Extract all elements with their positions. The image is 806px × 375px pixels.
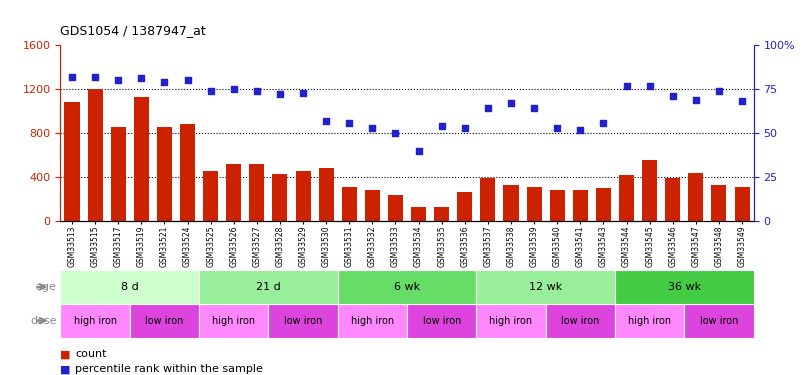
Bar (642, 160, 657, 221)
Point (481, 105, 494, 111)
Bar (157, 126, 172, 221)
Point (643, 82, 656, 88)
Text: high iron: high iron (628, 316, 671, 326)
Bar (734, 187, 750, 221)
Bar (665, 178, 680, 221)
Text: 21 d: 21 d (256, 282, 280, 292)
Text: low iron: low iron (284, 316, 322, 326)
Point (251, 88, 264, 94)
Bar (688, 173, 704, 221)
Bar (619, 175, 634, 221)
Bar (338, 304, 407, 338)
Text: high iron: high iron (351, 316, 394, 326)
Point (366, 125, 379, 131)
Point (713, 88, 725, 94)
Point (459, 125, 472, 131)
Bar (615, 270, 754, 304)
Point (389, 130, 402, 136)
Bar (504, 185, 518, 221)
Text: low iron: low iron (561, 316, 600, 326)
Text: ■: ■ (60, 350, 74, 359)
Bar (434, 207, 449, 221)
Bar (407, 304, 476, 338)
Bar (134, 97, 149, 221)
Bar (318, 168, 334, 221)
Bar (60, 270, 199, 304)
Point (550, 125, 563, 131)
Text: 6 wk: 6 wk (394, 282, 420, 292)
Point (273, 92, 286, 98)
Bar (388, 195, 403, 221)
Text: 36 wk: 36 wk (667, 282, 701, 292)
Bar (199, 270, 338, 304)
Point (135, 75, 147, 81)
Bar (88, 89, 102, 221)
Text: ■: ■ (60, 364, 74, 374)
Point (574, 127, 587, 133)
Point (158, 79, 171, 85)
Bar (476, 304, 546, 338)
Bar (596, 188, 611, 221)
Bar (64, 102, 80, 221)
Text: GDS1054 / 1387947_at: GDS1054 / 1387947_at (60, 24, 206, 38)
Bar (684, 304, 754, 338)
Bar (476, 270, 615, 304)
Bar (573, 190, 588, 221)
Point (667, 93, 679, 99)
Text: percentile rank within the sample: percentile rank within the sample (75, 364, 263, 374)
Point (89, 74, 102, 80)
Text: dose: dose (30, 316, 56, 326)
Bar (268, 304, 338, 338)
Bar (457, 192, 472, 221)
Point (65, 74, 78, 80)
Text: 8 d: 8 d (121, 282, 139, 292)
Point (204, 88, 217, 94)
Text: age: age (35, 282, 56, 292)
Text: low iron: low iron (422, 316, 461, 326)
Text: high iron: high iron (73, 316, 117, 326)
Bar (365, 190, 380, 221)
Bar (526, 187, 542, 221)
Bar (130, 304, 199, 338)
Bar (203, 171, 218, 221)
Bar (226, 164, 241, 221)
Text: count: count (75, 350, 106, 359)
Point (435, 123, 448, 129)
Point (528, 105, 541, 111)
Point (736, 98, 749, 104)
Bar (180, 124, 195, 221)
Point (689, 97, 702, 103)
Point (227, 86, 240, 92)
Text: high iron: high iron (212, 316, 256, 326)
Bar (60, 304, 130, 338)
Bar (249, 164, 264, 221)
Bar (110, 126, 126, 221)
Point (597, 120, 610, 126)
Bar (480, 178, 496, 221)
Bar (712, 185, 726, 221)
Point (297, 90, 310, 96)
Point (181, 77, 194, 83)
Text: high iron: high iron (489, 316, 533, 326)
Text: 12 wk: 12 wk (529, 282, 563, 292)
Bar (550, 190, 565, 221)
Point (112, 77, 125, 83)
Bar (546, 304, 615, 338)
Bar (342, 187, 357, 221)
Bar (199, 304, 268, 338)
Point (620, 82, 633, 88)
Bar (272, 174, 288, 221)
Bar (296, 171, 310, 221)
Text: low iron: low iron (700, 316, 738, 326)
Point (320, 118, 333, 124)
Bar (411, 207, 426, 221)
Point (505, 100, 517, 106)
Point (412, 148, 425, 154)
Bar (338, 270, 476, 304)
Text: low iron: low iron (145, 316, 184, 326)
Bar (615, 304, 684, 338)
Point (343, 120, 355, 126)
